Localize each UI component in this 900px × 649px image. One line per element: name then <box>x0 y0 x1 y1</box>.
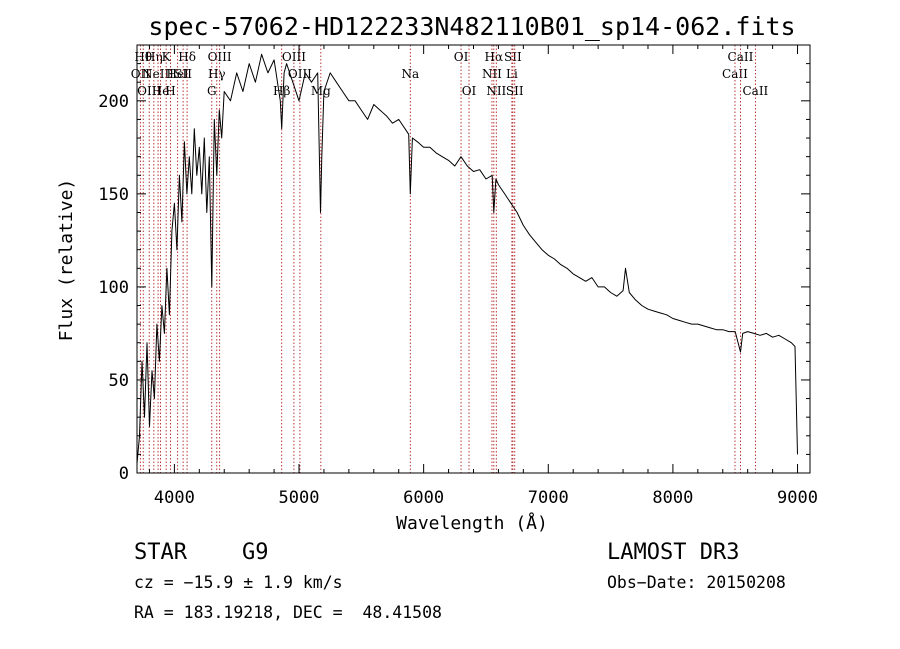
observation-date: Obs−Date: 20150208 <box>607 573 786 592</box>
ra-dec-coordinates: RA = 183.19218, DEC = 48.41508 <box>134 603 442 622</box>
plot-frame <box>136 44 811 474</box>
survey-name: LAMOST DR3 <box>607 540 740 565</box>
line-marker-label: OIII <box>288 67 312 81</box>
x-tick-label: 5000 <box>279 488 320 508</box>
y-tick-label: 200 <box>98 92 129 112</box>
line-marker-label: He <box>152 84 170 98</box>
redshift-velocity: cz = −15.9 ± 1.9 km/s <box>134 573 343 592</box>
line-marker-label: Hβ <box>273 84 290 98</box>
x-axis-label: Wavelength (Å) <box>396 512 548 534</box>
line-marker-label: Li <box>506 67 518 81</box>
emission-line-markers: OIIHθOIIIHηNeIIIHeKHHeISIIHδGHγOIIIHβOII… <box>131 45 769 473</box>
line-marker-label: Na <box>401 67 419 81</box>
line-marker-label: NII <box>486 84 506 98</box>
y-tick-label: 150 <box>98 185 129 205</box>
line-marker-label: OIII <box>282 50 306 64</box>
line-marker-label: Hη <box>145 50 163 64</box>
line-marker-label: SII <box>504 50 522 64</box>
spectrum-chart: spec-57062-HD122233N482110B01_sp14-062.f… <box>56 12 818 534</box>
line-marker-label: OIII <box>208 50 232 64</box>
line-marker-label: Hγ <box>208 67 226 81</box>
line-marker-label: Hα <box>485 50 504 64</box>
line-marker-label: G <box>207 84 217 98</box>
line-marker-label: K <box>162 50 172 64</box>
x-tick-label: 9000 <box>777 488 818 508</box>
line-marker-label: SII <box>506 84 524 98</box>
x-axis: 4000 5000 6000 7000 8000 9000 <box>148 45 818 508</box>
y-axis: 0 50 100 150 200 <box>98 63 810 484</box>
x-tick-label: 4000 <box>154 488 195 508</box>
object-class: STAR <box>134 540 187 565</box>
line-marker-label: H <box>165 84 175 98</box>
spectrum-layer <box>136 53 798 464</box>
object-subclass: G9 <box>242 540 269 565</box>
chart-title: spec-57062-HD122233N482110B01_sp14-062.f… <box>148 12 795 41</box>
line-marker-label: OIII <box>137 84 161 98</box>
y-axis-label: Flux (relative) <box>56 179 77 342</box>
spectrum-series-line <box>136 53 798 464</box>
y-tick-label: 50 <box>109 371 129 391</box>
line-marker-label: OII <box>131 67 151 81</box>
line-marker-label: CaII <box>742 84 768 98</box>
line-marker-label: Mg <box>311 84 331 98</box>
line-marker-label: SII <box>174 67 192 81</box>
line-marker-label: Hδ <box>178 50 196 64</box>
line-marker-label: OI <box>454 50 469 64</box>
y-tick-label: 0 <box>119 464 129 484</box>
line-marker-label: OI <box>462 84 477 98</box>
x-tick-label: 8000 <box>652 488 693 508</box>
x-tick-label: 7000 <box>528 488 569 508</box>
y-tick-label: 100 <box>98 278 129 298</box>
x-tick-label: 6000 <box>403 488 444 508</box>
line-marker-label: NII <box>482 67 502 81</box>
line-marker-label: CaII <box>728 50 754 64</box>
line-marker-label: Hθ <box>134 50 152 64</box>
line-marker-label: CaII <box>722 67 748 81</box>
